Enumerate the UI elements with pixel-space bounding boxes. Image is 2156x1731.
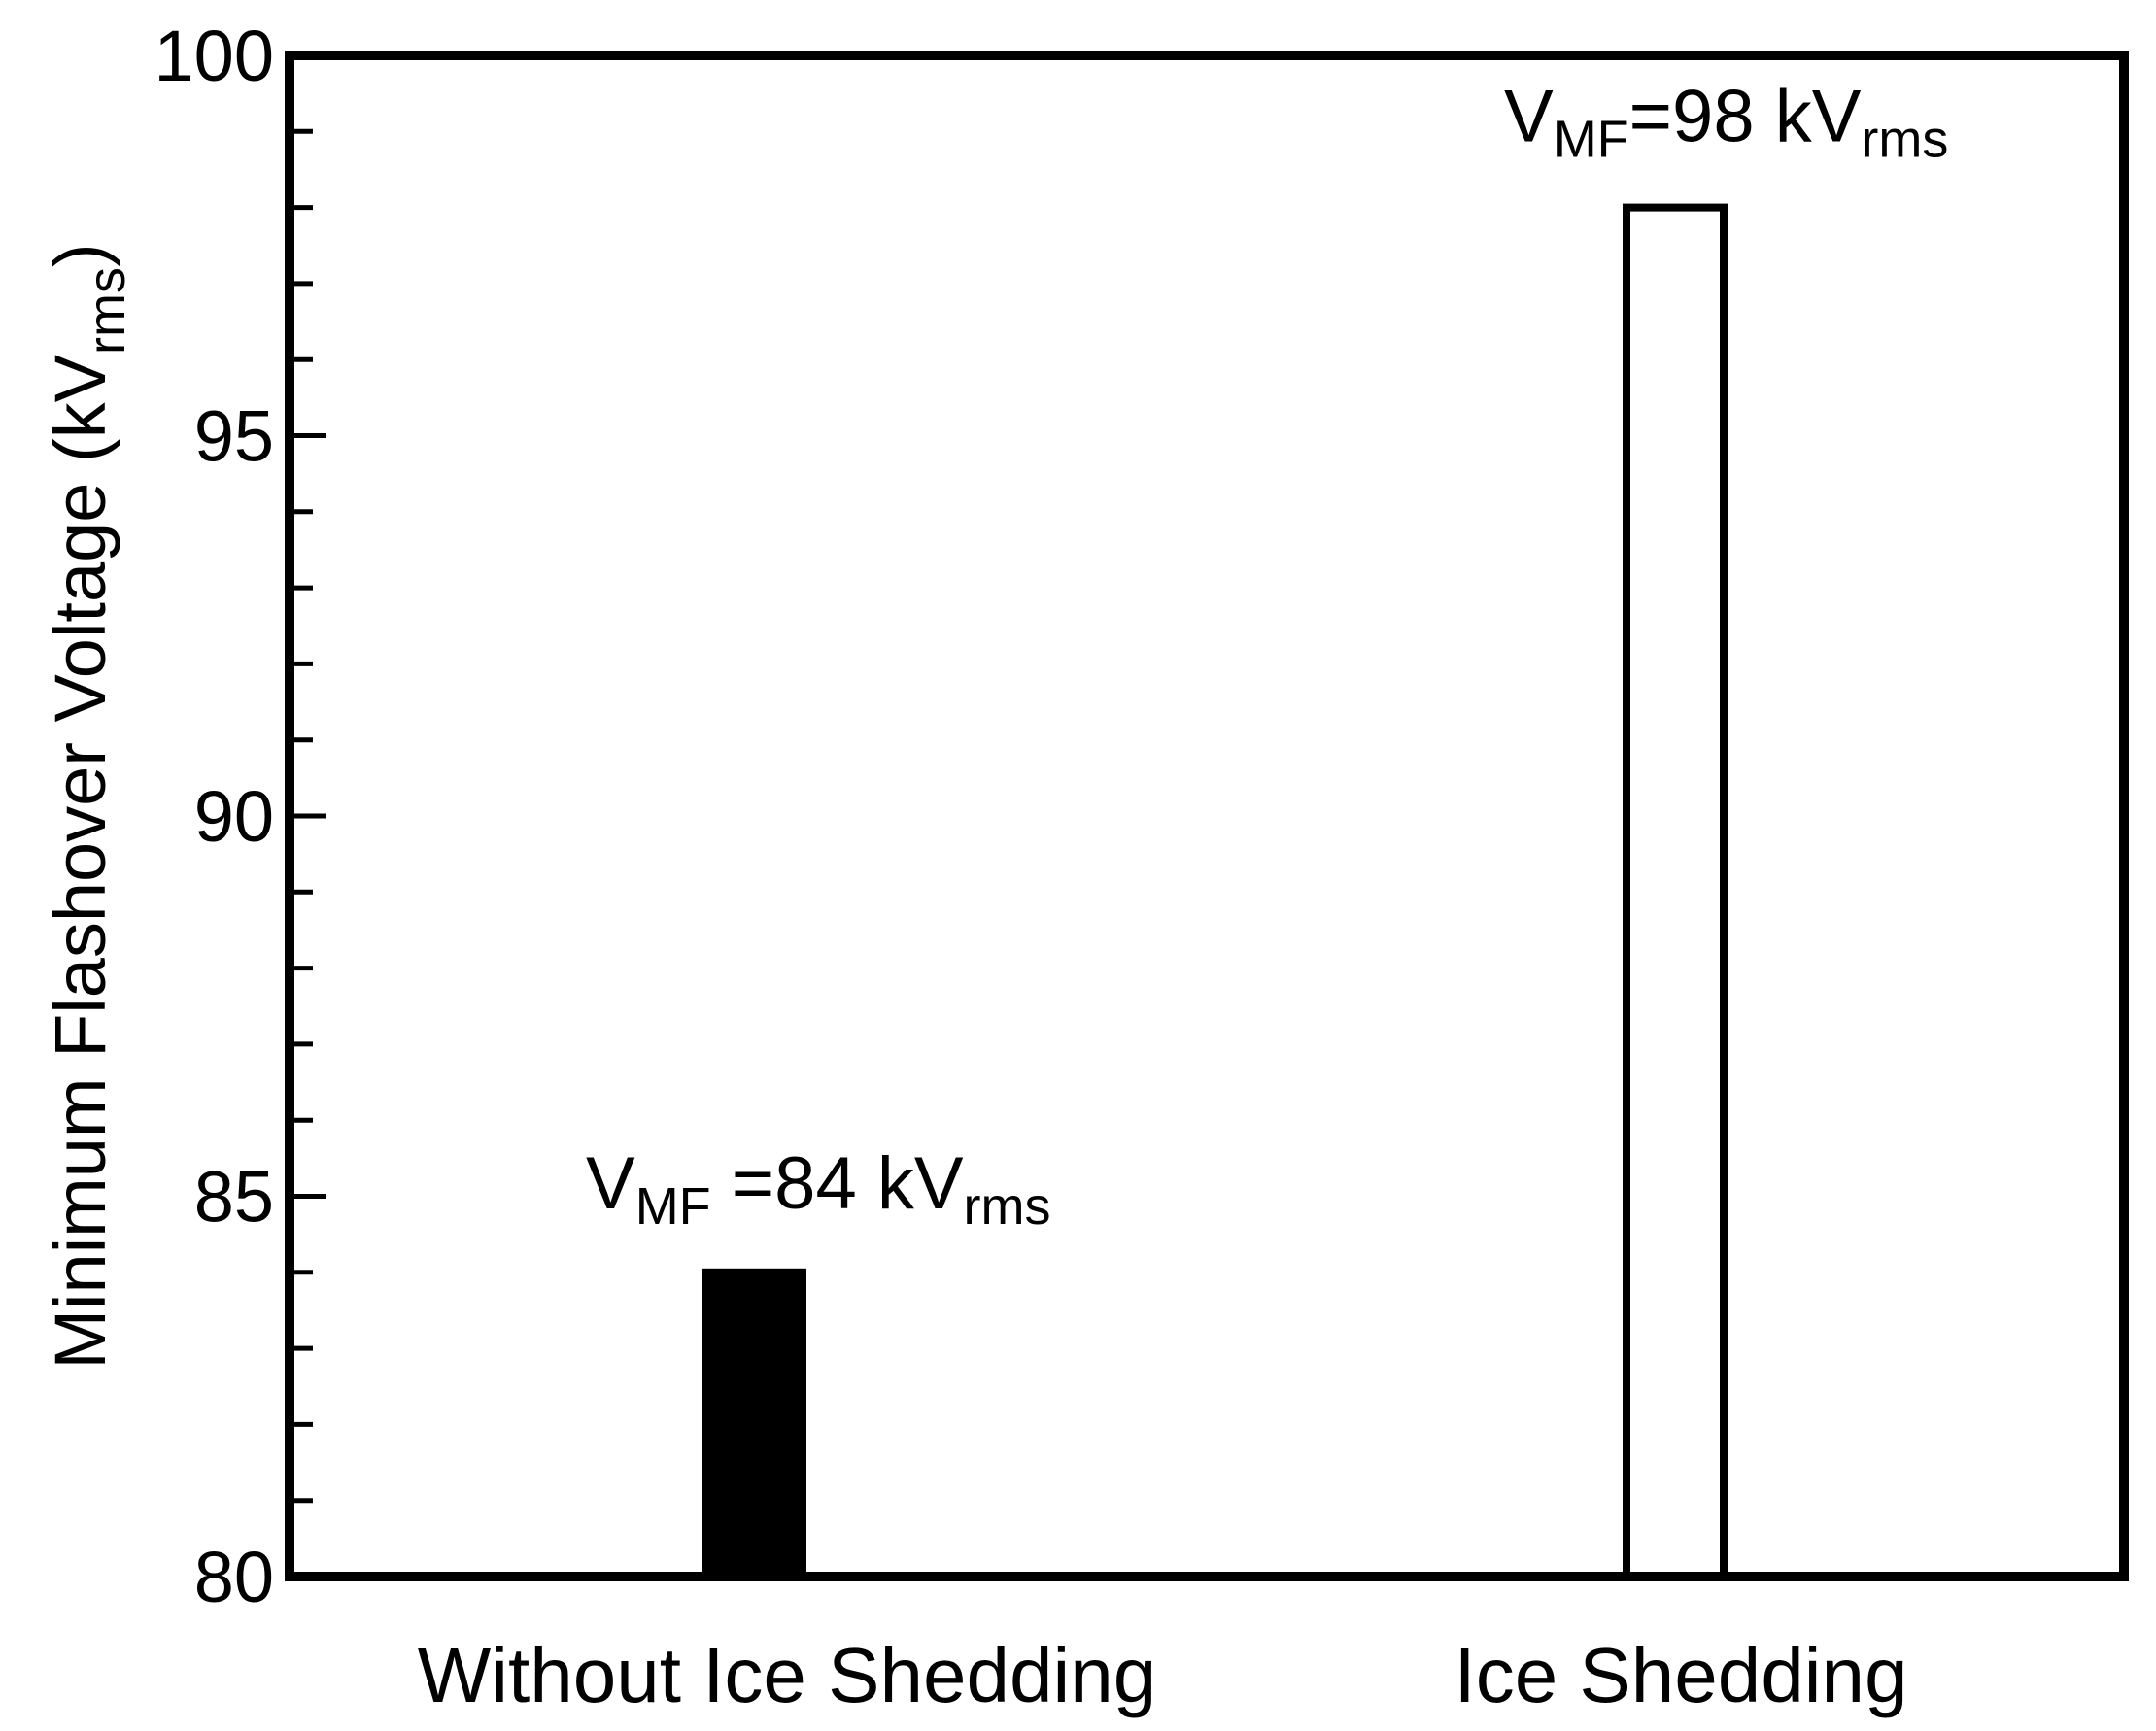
plot-frame xyxy=(285,51,2129,1581)
annot-prefix: V xyxy=(1504,76,1554,158)
y-tick-label: 90 xyxy=(194,776,274,857)
y-tick-label: 85 xyxy=(194,1157,274,1238)
annot-prefix: V xyxy=(586,1142,635,1225)
data-label-without-ice-shedding: VMF =84 kVrms xyxy=(586,1142,1050,1236)
y-axis-ticks xyxy=(290,52,326,1579)
annot-unit-subscript: rms xyxy=(1861,111,1948,169)
y-axis-label-subscript: rms xyxy=(78,267,136,355)
y-tick-label: 100 xyxy=(154,16,274,96)
x-category-label: Without Ice Shedding xyxy=(418,1632,1156,1718)
y-tick-label: 80 xyxy=(194,1537,274,1617)
annot-subscript: MF xyxy=(635,1177,711,1236)
bar-without-ice-shedding xyxy=(702,1268,806,1581)
y-axis-label: Minimum Flashover Voltage (kVrms) xyxy=(40,243,136,1369)
y-tick-label: 95 xyxy=(194,396,274,477)
annot-value: =84 kV xyxy=(711,1142,964,1225)
data-label-ice-shedding: VMF=98 kVrms xyxy=(1504,76,1948,169)
annot-value: =98 kV xyxy=(1629,76,1862,158)
x-axis-category-labels: Without Ice Shedding Ice Shedding xyxy=(418,1632,1908,1718)
x-category-label: Ice Shedding xyxy=(1454,1632,1907,1718)
bars xyxy=(702,203,1728,1581)
y-axis-label-close: ) xyxy=(40,243,120,267)
y-axis-tick-labels: 80 85 90 95 100 xyxy=(154,16,274,1617)
y-axis-label-main: Minimum Flashover Voltage (kV xyxy=(40,354,120,1369)
annot-unit-subscript: rms xyxy=(964,1177,1051,1236)
annot-subscript: MF xyxy=(1554,111,1629,169)
bar-ice-shedding xyxy=(1623,203,1728,1581)
